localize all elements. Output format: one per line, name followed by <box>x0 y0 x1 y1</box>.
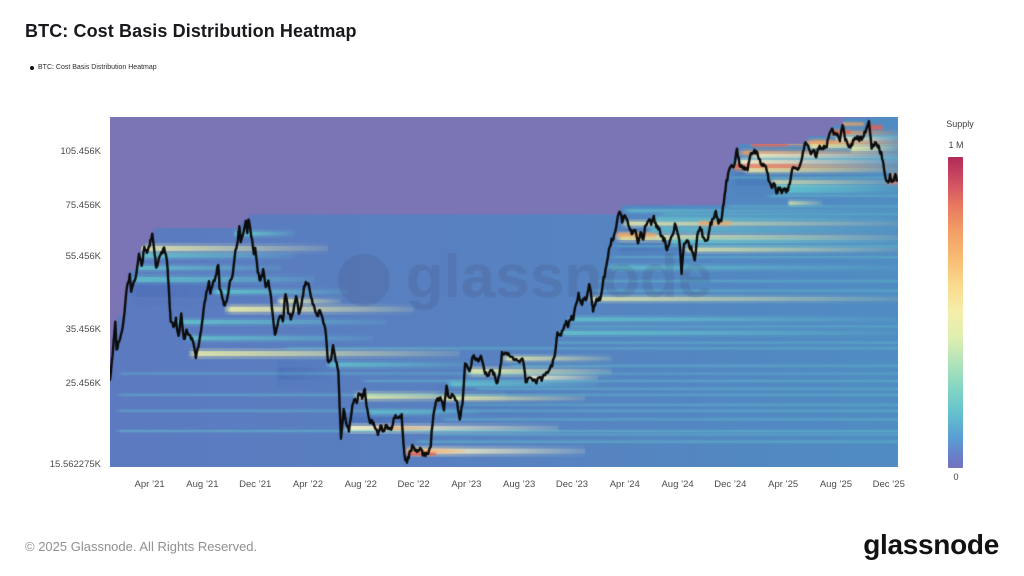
page-title: BTC: Cost Basis Distribution Heatmap <box>25 21 357 41</box>
y-tick: 35.456K <box>65 323 101 335</box>
colorbar-max-label: 1 M <box>948 140 964 150</box>
x-tick: Apr ’25 <box>768 479 799 490</box>
x-tick: Dec ’22 <box>397 479 430 490</box>
heatmap-canvas[interactable] <box>110 117 898 467</box>
glassnode-logo: glassnode <box>863 529 999 560</box>
chart-legend[interactable]: BTC: Cost Basis Distribution Heatmap <box>30 64 157 71</box>
x-tick: Dec ’21 <box>239 479 272 490</box>
colorbar-title: Supply <box>946 119 974 129</box>
y-tick: 55.456K <box>65 250 101 262</box>
x-tick: Aug ’24 <box>661 479 694 490</box>
x-tick: Aug ’23 <box>503 479 536 490</box>
x-tick: Apr ’22 <box>292 479 324 490</box>
colorbar-gradient <box>948 157 963 468</box>
y-tick: 25.456K <box>65 378 101 390</box>
y-tick: 75.456K <box>65 200 101 212</box>
y-tick: 105.456K <box>60 145 101 157</box>
x-tick: Apr ’23 <box>451 479 482 490</box>
x-tick: Apr ’24 <box>609 479 640 490</box>
legend-label: BTC: Cost Basis Distribution Heatmap <box>38 64 157 71</box>
footer-copyright: © 2025 Glassnode. All Rights Reserved. <box>25 539 258 554</box>
legend-dot-icon <box>30 65 34 70</box>
x-tick: Dec ’23 <box>555 479 589 490</box>
colorbar-min-label: 0 <box>953 472 959 482</box>
x-tick: Dec ’25 <box>872 479 905 490</box>
x-tick: Aug ’22 <box>344 479 377 490</box>
x-tick: Aug ’21 <box>186 479 219 490</box>
x-tick: Apr ’21 <box>134 479 165 490</box>
x-tick: Dec ’24 <box>714 479 747 490</box>
y-tick: 15.562275K <box>49 458 101 470</box>
x-tick: Aug ’25 <box>819 479 853 490</box>
